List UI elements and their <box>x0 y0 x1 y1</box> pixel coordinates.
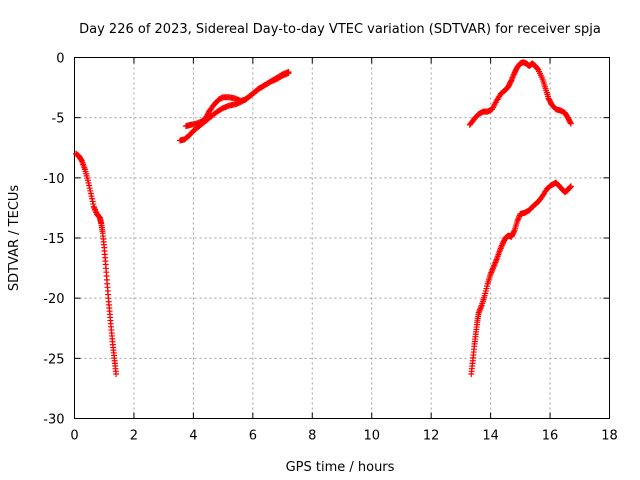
y-tick-label: -15 <box>43 232 64 247</box>
y-tick-label: -20 <box>43 292 64 307</box>
x-tick-label: 0 <box>70 429 78 444</box>
data-point <box>567 120 574 127</box>
data-series <box>72 59 574 377</box>
x-tick-label: 2 <box>130 429 138 444</box>
y-tick-label: -25 <box>43 352 64 367</box>
x-tick-label: 8 <box>308 429 316 444</box>
chart-title: Day 226 of 2023, Sidereal Day-to-day VTE… <box>79 22 601 37</box>
series-arc-1 <box>72 150 120 377</box>
x-axis-label: GPS time / hours <box>286 460 395 475</box>
series-arc-5 <box>468 179 574 377</box>
y-tick-label: -5 <box>52 112 65 127</box>
x-tick-label: 10 <box>363 429 380 444</box>
x-tick-label: 6 <box>249 429 257 444</box>
data-point <box>285 70 292 77</box>
data-point <box>113 370 120 377</box>
y-axis-label: SDTVAR / TECUs <box>7 185 22 292</box>
x-tick-label: 14 <box>482 429 499 444</box>
x-tick-label: 4 <box>189 429 197 444</box>
gridlines <box>74 57 610 419</box>
x-tick-labels: 0 2 4 6 8 10 12 14 16 18 <box>70 429 617 444</box>
y-tick-labels: 0 -5 -10 -15 -20 -25 -30 <box>43 52 64 428</box>
x-tick-label: 12 <box>423 429 440 444</box>
data-point <box>567 183 574 190</box>
x-tick-label: 16 <box>542 429 559 444</box>
series-arc-4 <box>466 59 574 128</box>
y-tick-label: -10 <box>43 172 64 187</box>
y-tick-label: -30 <box>43 413 64 428</box>
x-tick-label: 18 <box>601 429 618 444</box>
series-arc-3 <box>182 70 292 130</box>
y-tick-label: 0 <box>56 52 64 67</box>
axis-ticks <box>74 57 610 419</box>
